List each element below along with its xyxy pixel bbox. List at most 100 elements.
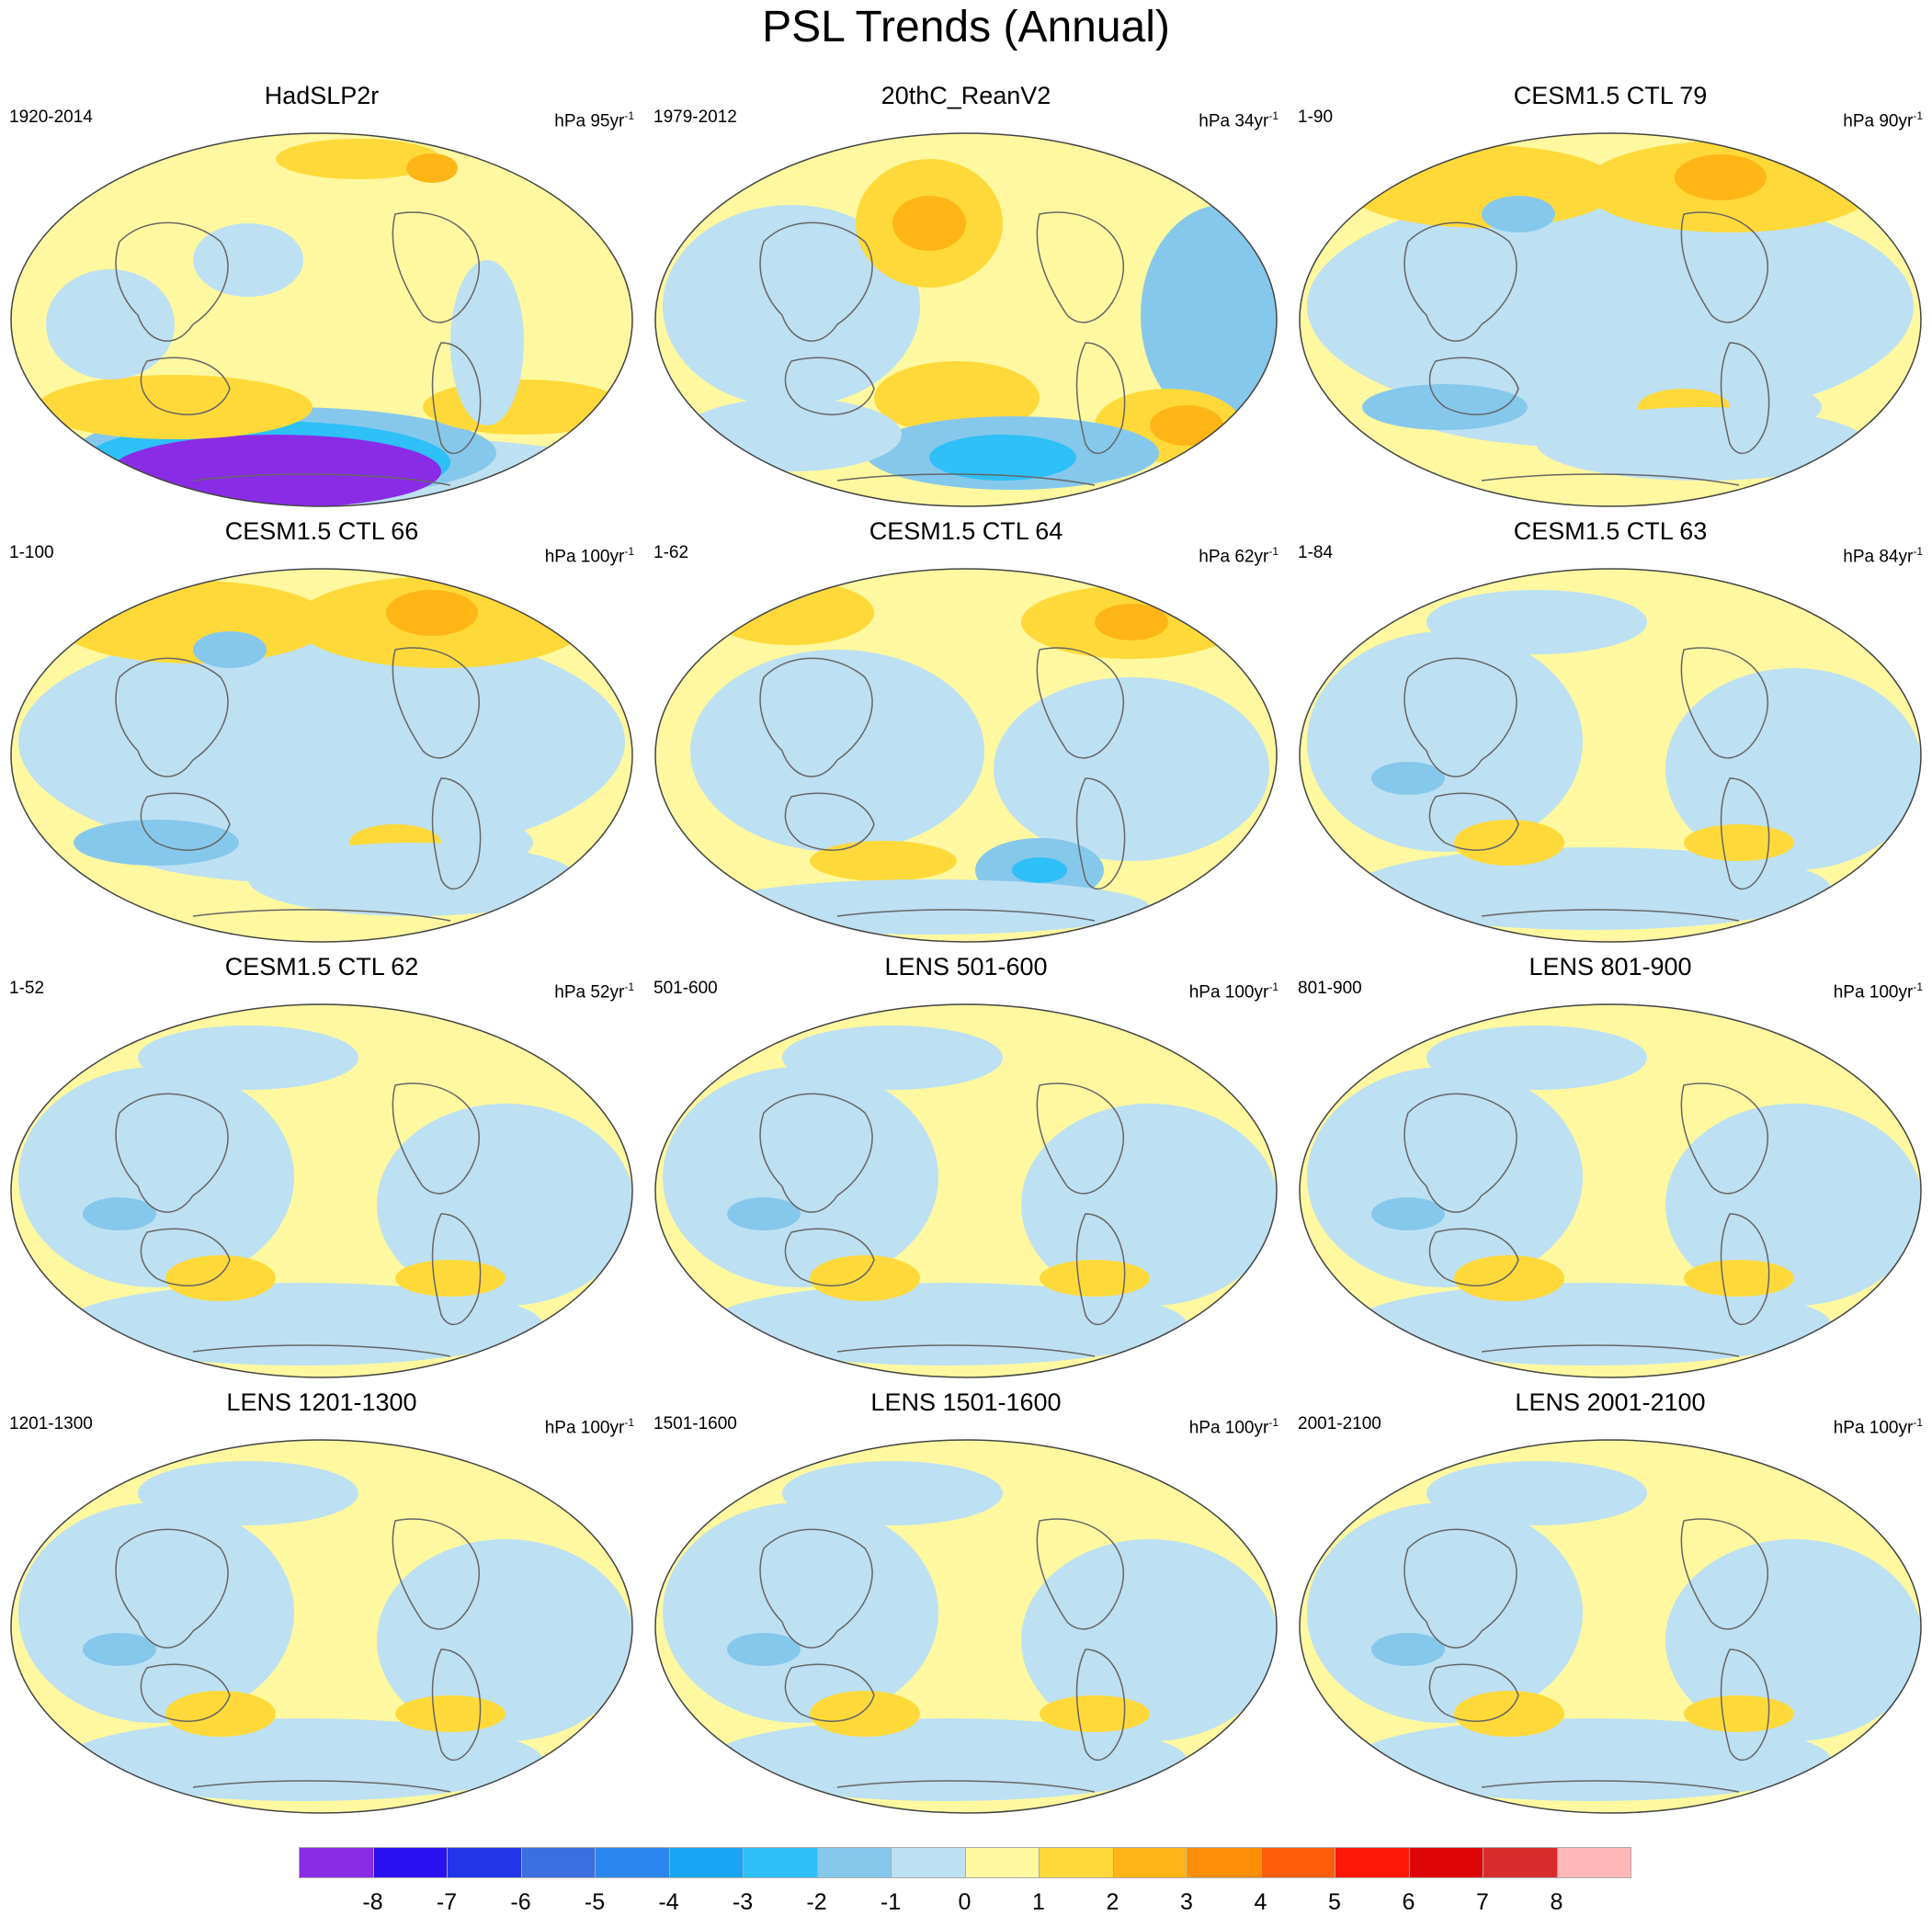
panel-units: hPa 100yr-1: [1833, 980, 1923, 1003]
anomaly-region: [1307, 1067, 1583, 1287]
anomaly-region: [709, 1283, 1187, 1365]
panel-title: LENS 1501-1600: [870, 1388, 1062, 1416]
coastline: [1680, 647, 1769, 759]
coastline: [140, 1228, 231, 1286]
anomaly-region: [1454, 1691, 1564, 1737]
map-border: [654, 1003, 1278, 1378]
anomaly-region: [1426, 1461, 1647, 1525]
panel-units: hPa 34yr-1: [1199, 109, 1279, 131]
panel-period: 1-52: [9, 979, 45, 998]
coastline: [192, 473, 451, 486]
coastline: [1075, 1213, 1126, 1326]
coastline: [1036, 1082, 1125, 1195]
anomaly-region: [1307, 631, 1583, 852]
panel-period: 1201-1300: [9, 1414, 93, 1433]
colorbar-swatch: [1112, 1847, 1188, 1878]
panel-title: LENS 501-600: [884, 953, 1048, 980]
coastline: [784, 1663, 875, 1722]
panel-title: CESM1.5 CTL 64: [869, 517, 1063, 545]
trend-map: [1299, 132, 1922, 507]
anomaly-region: [1665, 1539, 1921, 1741]
anomaly-region: [1353, 1283, 1831, 1365]
panel-period: 1-100: [9, 543, 54, 562]
anomaly-region: [874, 361, 1040, 435]
colorbar-label: -4: [658, 1889, 679, 1915]
anomaly-region: [165, 1255, 276, 1301]
anomaly-region: [663, 1502, 938, 1723]
anomaly-region: [727, 1197, 801, 1230]
coastline: [1075, 777, 1126, 890]
colorbar-swatch: [1187, 1847, 1262, 1878]
trend-map: [1299, 568, 1922, 943]
trend-map: [1299, 1439, 1922, 1814]
panel-title: CESM1.5 CTL 62: [224, 953, 419, 980]
anomaly-region: [810, 1691, 920, 1737]
coastline: [1428, 792, 1519, 851]
coastline: [1680, 211, 1769, 323]
anomaly-region: [1021, 1539, 1277, 1741]
anomaly-region: [64, 1718, 542, 1801]
panel-units: hPa 100yr-1: [544, 1416, 634, 1438]
anomaly-region: [1353, 1718, 1831, 1801]
anomaly-region: [1426, 1025, 1647, 1090]
colorbar-label: 4: [1254, 1889, 1267, 1915]
anomaly-region: [1371, 1197, 1445, 1230]
coastline: [1481, 909, 1740, 922]
coastline: [1720, 777, 1770, 890]
anomaly-region: [663, 205, 920, 407]
anomaly-region: [64, 1283, 542, 1365]
anomaly-region: [165, 1691, 276, 1737]
panel-units: hPa 62yr-1: [1199, 545, 1279, 567]
coastline: [1036, 647, 1125, 759]
trend-map: [10, 1003, 633, 1378]
coastline: [1404, 657, 1517, 777]
figure-title: PSL Trends (Annual): [762, 3, 1170, 51]
anomaly-region: [1095, 604, 1168, 640]
anomaly-region: [423, 380, 625, 435]
map-panel: CESM1.5 CTL 62 1-52 hPa 52yr-1: [0, 952, 643, 1384]
panel-units: hPa 52yr-1: [554, 980, 634, 1003]
coastline: [140, 357, 231, 415]
anomaly-region: [46, 269, 175, 380]
anomaly-region: [727, 1633, 801, 1666]
map-panel: LENS 501-600 501-600 hPa 100yr-1: [644, 952, 1288, 1384]
panel-period: 1-62: [653, 543, 689, 562]
trend-map: [1299, 1003, 1922, 1378]
anomaly-region: [1371, 762, 1445, 795]
anomaly-region: [1021, 1104, 1277, 1306]
panel-units: hPa 100yr-1: [1188, 980, 1279, 1003]
panel-units: hPa 95yr-1: [554, 109, 634, 131]
coastline: [1680, 1082, 1769, 1195]
anomaly-region: [1371, 1633, 1445, 1666]
coastline: [1481, 1344, 1740, 1357]
anomaly-region: [406, 153, 458, 183]
coastline: [115, 657, 229, 777]
anomaly-region: [810, 841, 957, 881]
coastline: [1428, 1228, 1519, 1286]
trend-map: [654, 132, 1278, 507]
map-panel: LENS 1501-1600 1501-1600 hPa 100yr-1: [644, 1388, 1288, 1819]
colorbar-label: 3: [1180, 1889, 1193, 1915]
anomaly-region: [782, 1025, 1003, 1090]
anomaly-region: [709, 879, 1150, 935]
anomaly-region: [276, 139, 441, 179]
map-panel: CESM1.5 CTL 63 1-84 hPa 84yr-1: [1289, 516, 1932, 948]
anomaly-region: [929, 435, 1076, 481]
map-panel: CESM1.5 CTL 66 1-100 hPa 100yr-1: [0, 516, 643, 948]
coastline: [140, 792, 231, 851]
anomaly-region: [681, 398, 902, 471]
anomaly-region: [395, 1260, 506, 1297]
coastline: [784, 792, 875, 851]
colorbar-swatch: [1260, 1847, 1335, 1878]
colorbar-label: -1: [880, 1889, 902, 1915]
coastline: [1720, 1213, 1770, 1326]
coastline: [1404, 1528, 1517, 1649]
anomaly-region: [663, 1067, 938, 1287]
colorbar-swatch: [1483, 1847, 1558, 1878]
anomaly-region: [1684, 1695, 1794, 1732]
anomaly-region: [892, 196, 966, 251]
coastline: [836, 1780, 1096, 1793]
anomaly-region: [83, 1197, 156, 1230]
coastline: [759, 1093, 873, 1213]
anomaly-region: [1040, 1695, 1150, 1732]
